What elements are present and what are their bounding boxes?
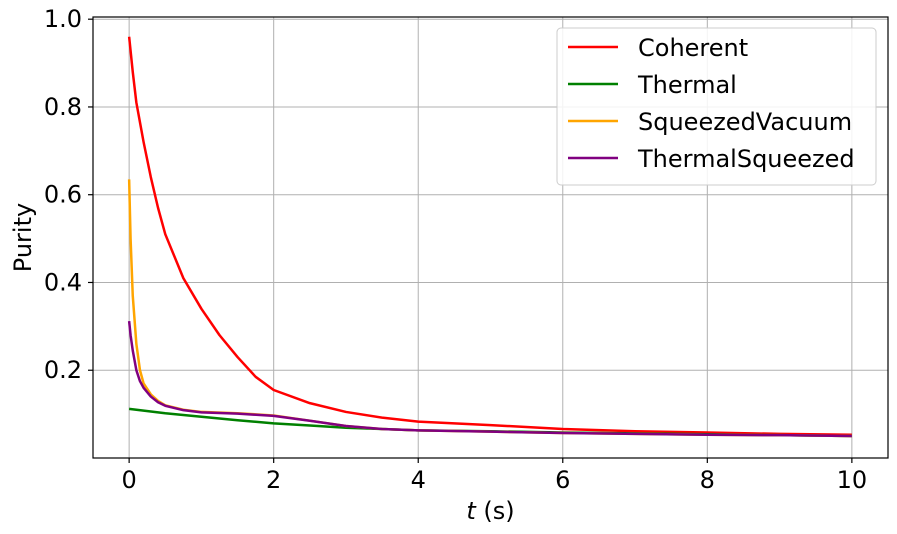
- y-axis-label: Purity: [9, 203, 37, 272]
- y-tick-label: 1.0: [44, 5, 82, 33]
- x-tick-label: 10: [837, 466, 868, 494]
- y-tick-label: 0.6: [44, 181, 82, 209]
- x-tick-label: 0: [121, 466, 136, 494]
- series-line-coherent: [127, 36, 852, 436]
- y-tick-label: 0.8: [44, 93, 82, 121]
- series-lines: [127, 36, 852, 438]
- x-tick-label: 6: [555, 466, 570, 494]
- x-axis-label-unit: (s): [476, 497, 515, 525]
- legend-label-squeezed-vacuum: SqueezedVacuum: [638, 108, 852, 136]
- legend-box: [556, 27, 877, 186]
- x-tick-label: 8: [700, 466, 715, 494]
- x-tick-label: 2: [266, 466, 281, 494]
- series-line-thermal-squeezed: [127, 320, 852, 438]
- y-tick-label: 0.4: [44, 268, 82, 296]
- series-line-squeezed-vacuum: [127, 179, 852, 438]
- x-axis-label-variable: t: [466, 497, 477, 525]
- plot-frame: [92, 16, 889, 459]
- x-axis-label: t (s): [466, 497, 514, 525]
- legend: Coherent Thermal SqueezedVacuum ThermalSque…: [556, 27, 877, 186]
- legend-label-coherent: Coherent: [638, 34, 748, 62]
- y-tick-label: 0.2: [44, 356, 82, 384]
- axis-ticks: 0 2 4 6 8 10 0.2 0.4 0.6 0.8 1.0: [44, 5, 867, 494]
- legend-label-thermal: Thermal: [637, 71, 737, 99]
- x-tick-label: 4: [411, 466, 426, 494]
- legend-label-thermal-squeezed: ThermalSqueezed: [637, 145, 855, 173]
